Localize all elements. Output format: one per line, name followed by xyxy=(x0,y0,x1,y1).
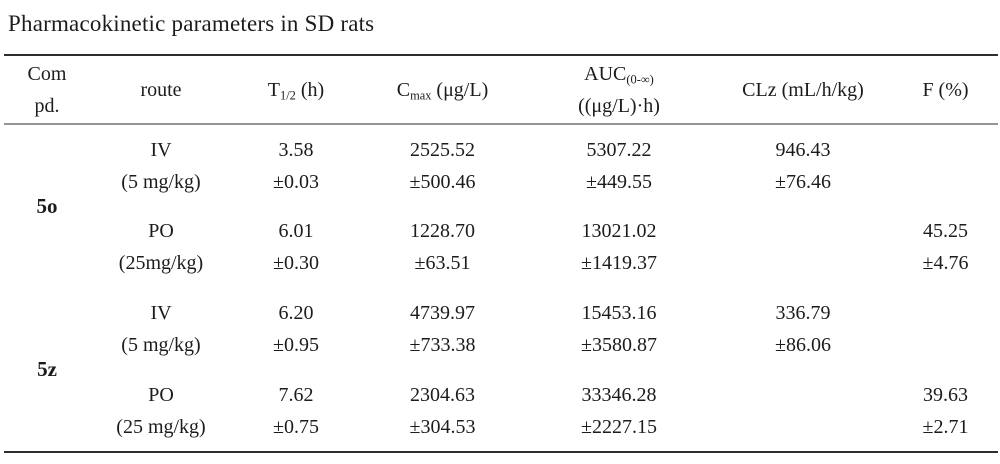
table-row: 5z IV (5 mg/kg) 6.20 ±0.95 4739.97 ±733.… xyxy=(4,288,998,381)
compound-label: 5o xyxy=(36,194,58,218)
compound-label: 5z xyxy=(37,357,57,381)
auc-mean: 13021.02 xyxy=(581,220,657,242)
auc-mean: 5307.22 xyxy=(586,138,652,161)
f-mean: 45.25 xyxy=(923,220,968,242)
auc-unit: ((μg/L)·h) xyxy=(578,94,660,117)
clz-sd: ±86.06 xyxy=(775,334,831,356)
t-half-subscript: 1/2 xyxy=(280,87,296,102)
t-half-mean: 6.01 xyxy=(278,220,314,242)
cell-t-half: 6.01 ±0.30 xyxy=(232,206,360,288)
col-header-cmax: Cmax (μg/L) xyxy=(360,55,525,124)
cell-route: IV (5 mg/kg) xyxy=(90,124,232,206)
pharmacokinetics-table: Com pd. route T1/2 (h) Cmax (μg/L) xyxy=(4,54,998,453)
header-row: Com pd. route T1/2 (h) Cmax (μg/L) xyxy=(4,55,998,124)
t-half-symbol: T xyxy=(267,78,281,101)
cmax-sd: ±304.53 xyxy=(409,415,476,438)
table-row: 5o IV (5 mg/kg) 3.58 ±0.03 2525.52 ±500.… xyxy=(4,124,998,219)
clz-sd: ±76.46 xyxy=(775,170,831,193)
cell-cmax: 2304.63 ±304.53 xyxy=(360,370,525,452)
cell-auc: 33346.28 ±2227.15 xyxy=(525,370,713,452)
f-mean: 39.63 xyxy=(923,383,968,406)
cell-auc: 15453.16 ±3580.87 xyxy=(525,288,713,370)
cmax-sd: ±63.51 xyxy=(414,252,471,274)
auc-sd: ±2227.15 xyxy=(581,415,657,438)
col-header-auc: AUC(0-∞) ((μg/L)·h) xyxy=(525,55,713,124)
cell-route: PO (25mg/kg) xyxy=(90,206,232,288)
auc-subscript: (0-∞) xyxy=(626,71,654,86)
cell-t-half: 7.62 ±0.75 xyxy=(232,370,360,452)
cell-t-half: 6.20 ±0.95 xyxy=(232,288,360,370)
col-header-compound-line1: Com xyxy=(27,62,67,85)
col-header-compound-line2: pd. xyxy=(34,94,60,117)
t-half-mean: 6.20 xyxy=(278,302,314,324)
auc-symbol: AUC xyxy=(584,62,627,85)
col-header-t-half: T1/2 (h) xyxy=(232,55,360,124)
col-header-clz: CLz (mL/h/kg) xyxy=(713,55,893,124)
t-half-sd: ±0.75 xyxy=(273,415,319,438)
f-sd: ±4.76 xyxy=(922,252,969,274)
dose-value: (25mg/kg) xyxy=(118,252,204,274)
cell-auc: 5307.22 ±449.55 xyxy=(525,124,713,206)
t-half-sd: ±0.95 xyxy=(273,334,319,356)
t-half-sd: ±0.30 xyxy=(273,252,319,274)
t-half-sd: ±0.03 xyxy=(273,170,319,193)
t-half-mean: 3.58 xyxy=(278,138,314,161)
auc-sd: ±1419.37 xyxy=(581,252,657,274)
cmax-mean: 4739.97 xyxy=(410,302,475,324)
col-header-compound: Com pd. xyxy=(4,55,90,124)
cell-route: PO (25 mg/kg) xyxy=(90,370,232,452)
table-body: 5o IV (5 mg/kg) 3.58 ±0.03 2525.52 ±500.… xyxy=(4,124,998,452)
clz-mean: 946.43 xyxy=(775,138,831,161)
cell-clz: 946.43 ±76.46 xyxy=(713,124,893,206)
dose-value: (25 mg/kg) xyxy=(116,415,206,438)
cell-cmax: 2525.52 ±500.46 xyxy=(360,124,525,206)
t-half-unit: (h) xyxy=(300,78,325,101)
cell-f: 39.63 ±2.71 xyxy=(893,370,998,452)
cell-f xyxy=(893,124,998,206)
cell-f: 45.25 ±4.76 xyxy=(893,206,998,288)
cmax-sd: ±733.38 xyxy=(409,334,476,356)
table-row: PO (25 mg/kg) 7.62 ±0.75 2304.63 ±304.53… xyxy=(4,370,998,452)
auc-sd: ±449.55 xyxy=(586,170,652,193)
route-value: IV xyxy=(150,302,172,324)
auc-mean: 33346.28 xyxy=(581,383,657,406)
cmax-subscript: max xyxy=(410,87,432,102)
route-value: PO xyxy=(148,383,174,406)
cmax-unit: (μg/L) xyxy=(436,78,489,101)
auc-mean: 15453.16 xyxy=(581,302,657,324)
cell-auc: 13021.02 ±1419.37 xyxy=(525,206,713,288)
f-sd: ±2.71 xyxy=(922,415,969,438)
t-half-mean: 7.62 xyxy=(278,383,314,406)
cmax-mean: 2525.52 xyxy=(410,138,475,161)
cell-clz: 336.79 ±86.06 xyxy=(713,288,893,370)
dose-value: (5 mg/kg) xyxy=(121,170,201,193)
cell-t-half: 3.58 ±0.03 xyxy=(232,124,360,206)
cell-clz xyxy=(713,370,893,452)
clz-mean: 336.79 xyxy=(775,302,831,324)
f-label: F (%) xyxy=(922,78,969,101)
cell-f xyxy=(893,288,998,370)
col-header-f: F (%) xyxy=(893,55,998,124)
table-row: PO (25mg/kg) 6.01 ±0.30 1228.70 ±63.51 1… xyxy=(4,206,998,288)
auc-sd: ±3580.87 xyxy=(581,334,657,356)
col-header-route: route xyxy=(90,55,232,124)
col-header-route-label: route xyxy=(140,78,182,101)
clz-label: CLz (mL/h/kg) xyxy=(742,78,864,101)
cmax-symbol: C xyxy=(396,78,411,101)
cell-route: IV (5 mg/kg) xyxy=(90,288,232,370)
table-header: Com pd. route T1/2 (h) Cmax (μg/L) xyxy=(4,55,998,124)
cell-cmax: 1228.70 ±63.51 xyxy=(360,206,525,288)
cmax-sd: ±500.46 xyxy=(409,170,476,193)
cell-clz xyxy=(713,206,893,288)
route-value: IV xyxy=(150,138,172,161)
cmax-mean: 2304.63 xyxy=(410,383,475,406)
route-value: PO xyxy=(148,220,174,242)
dose-value: (5 mg/kg) xyxy=(121,334,201,356)
cmax-mean: 1228.70 xyxy=(410,220,475,242)
cell-cmax: 4739.97 ±733.38 xyxy=(360,288,525,370)
page-title: Pharmacokinetic parameters in SD rats xyxy=(8,11,375,36)
